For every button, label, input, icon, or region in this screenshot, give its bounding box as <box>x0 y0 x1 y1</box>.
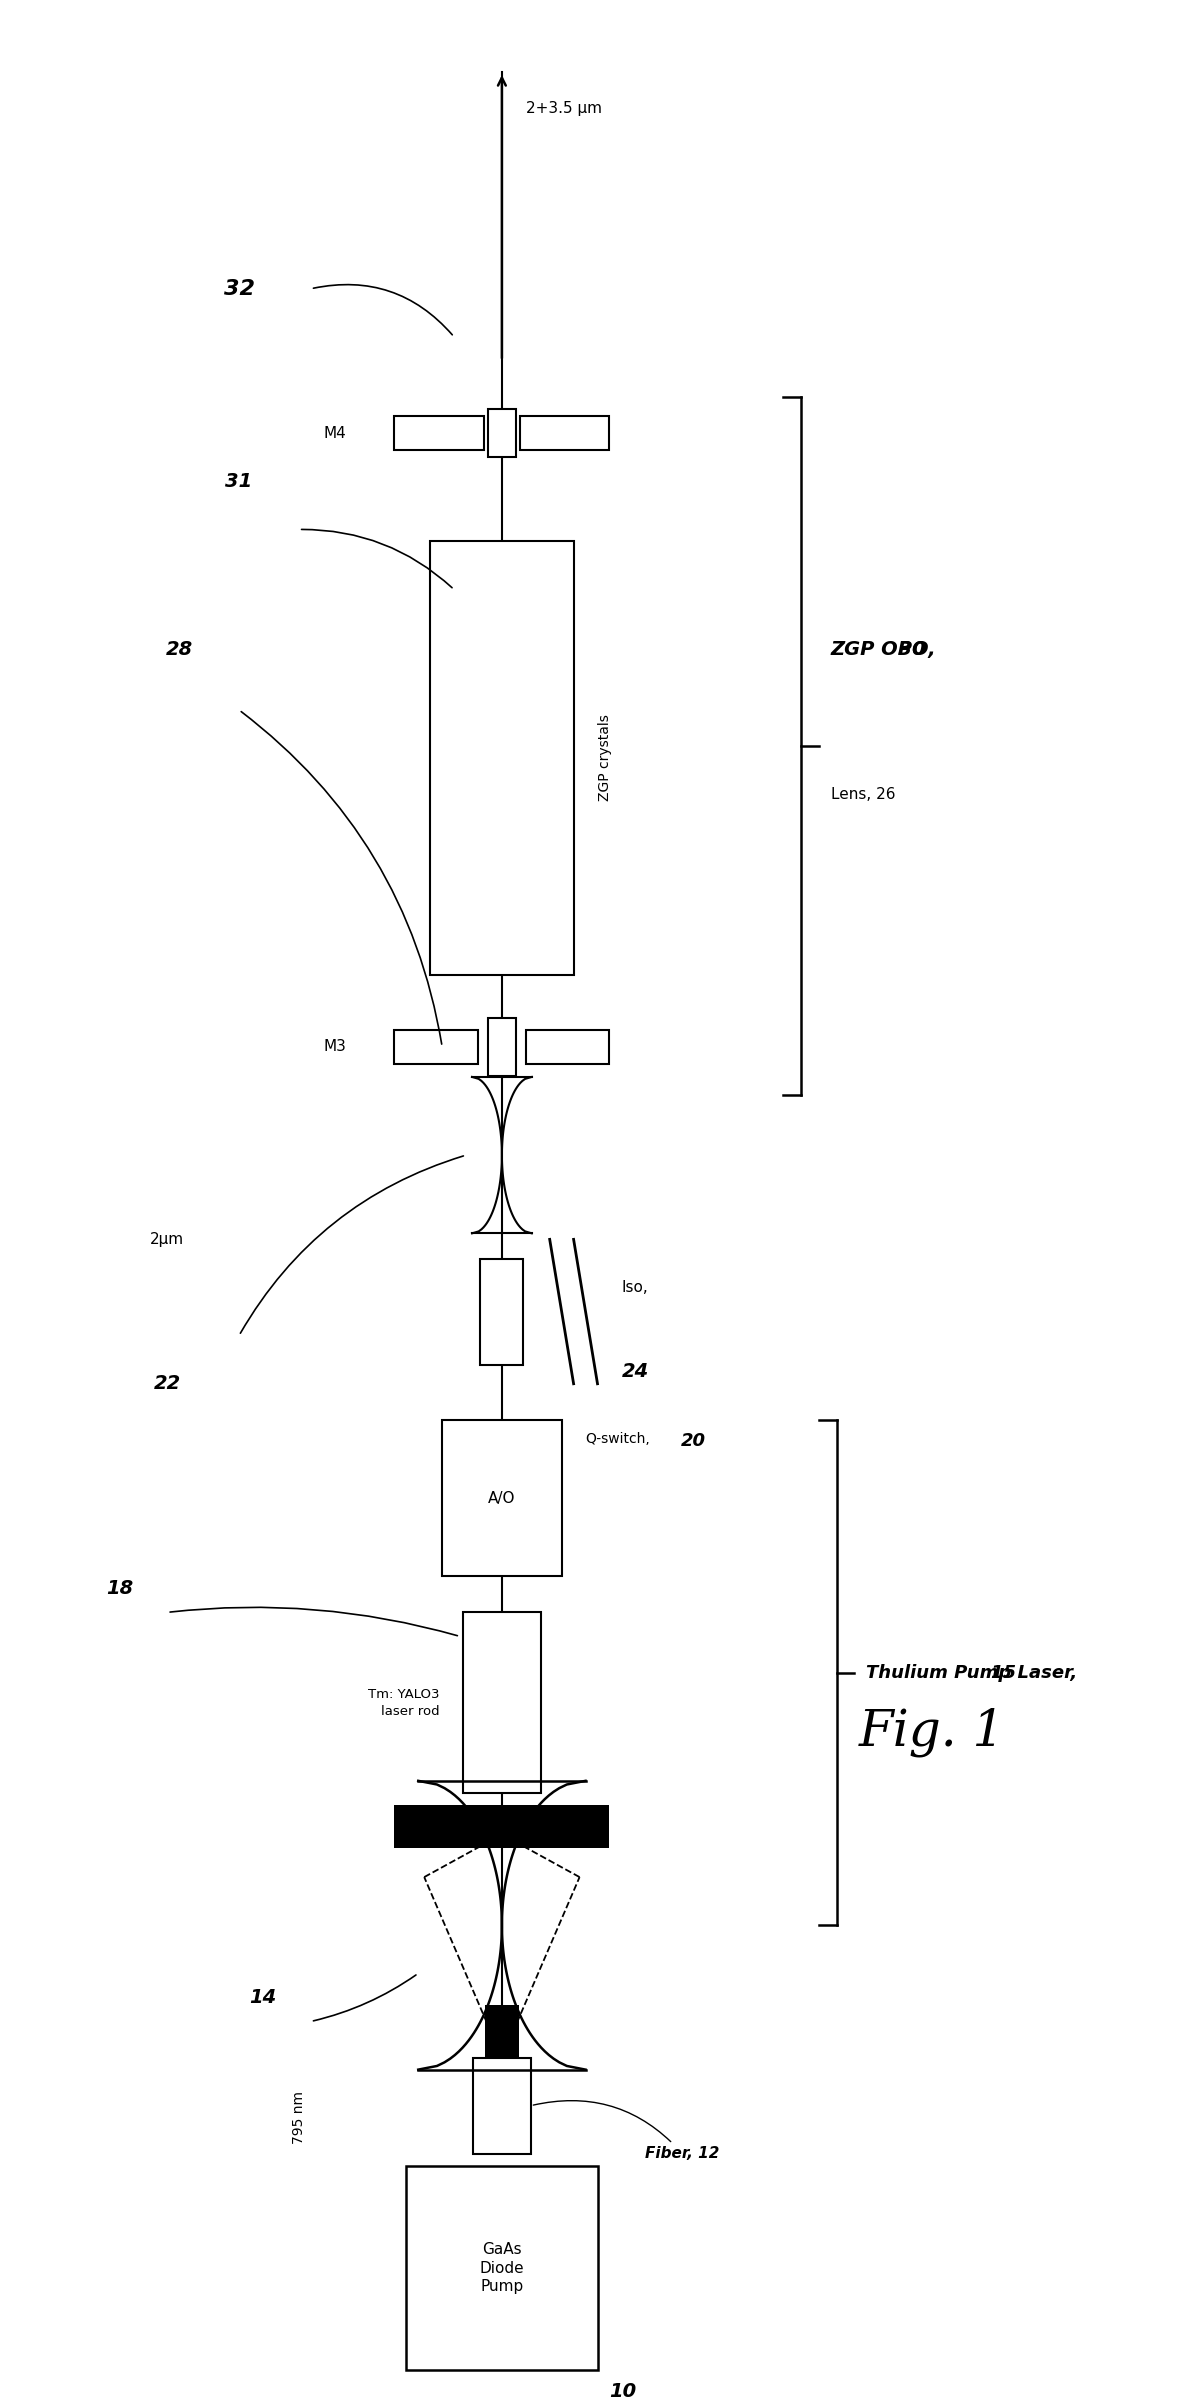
Text: 28: 28 <box>166 640 192 660</box>
Text: A/O: A/O <box>488 1490 516 1504</box>
Text: M3: M3 <box>324 1040 347 1054</box>
Bar <box>473 2058 531 2154</box>
Text: 15: 15 <box>866 1663 1017 1682</box>
Bar <box>526 1030 609 1064</box>
Text: 30: 30 <box>831 640 925 660</box>
Text: Tm: YALO3
laser rod: Tm: YALO3 laser rod <box>368 1687 439 1719</box>
Bar <box>488 1018 516 1076</box>
Text: 795 nm: 795 nm <box>292 2092 306 2145</box>
Bar <box>520 416 609 450</box>
Bar <box>480 1259 523 1365</box>
Text: 24: 24 <box>621 1362 649 1382</box>
Text: 2+3.5 μm: 2+3.5 μm <box>526 101 602 116</box>
Text: ZGP crystals: ZGP crystals <box>598 715 612 802</box>
Text: GaAs
Diode
Pump: GaAs Diode Pump <box>479 2241 525 2294</box>
Text: Lens, 26: Lens, 26 <box>831 787 895 802</box>
Text: 14: 14 <box>250 1988 276 2007</box>
Bar <box>394 416 484 450</box>
Text: Thulium Pump Laser,: Thulium Pump Laser, <box>866 1663 1078 1682</box>
Text: 22: 22 <box>154 1374 180 1394</box>
Text: 20: 20 <box>681 1432 706 1449</box>
Bar <box>394 1805 609 1849</box>
Text: 32: 32 <box>223 279 255 298</box>
Text: ZGP OPO,: ZGP OPO, <box>831 640 936 660</box>
Text: M4: M4 <box>324 426 347 440</box>
Text: 31: 31 <box>226 472 252 491</box>
Bar <box>462 1613 540 1793</box>
Text: 10: 10 <box>609 2383 637 2402</box>
Text: 2μm: 2μm <box>151 1232 184 1247</box>
Text: Iso,: Iso, <box>621 1281 648 1295</box>
Text: 18: 18 <box>106 1579 133 1598</box>
Bar <box>485 2005 519 2058</box>
Bar <box>406 2166 598 2371</box>
Bar <box>430 542 574 975</box>
Text: Fiber, 12: Fiber, 12 <box>533 2101 719 2161</box>
Bar <box>442 1420 562 1577</box>
Text: Q-switch,: Q-switch, <box>586 1432 650 1447</box>
Bar <box>394 1030 478 1064</box>
Text: Fig. 1: Fig. 1 <box>859 1709 1005 1757</box>
Bar <box>488 409 516 457</box>
